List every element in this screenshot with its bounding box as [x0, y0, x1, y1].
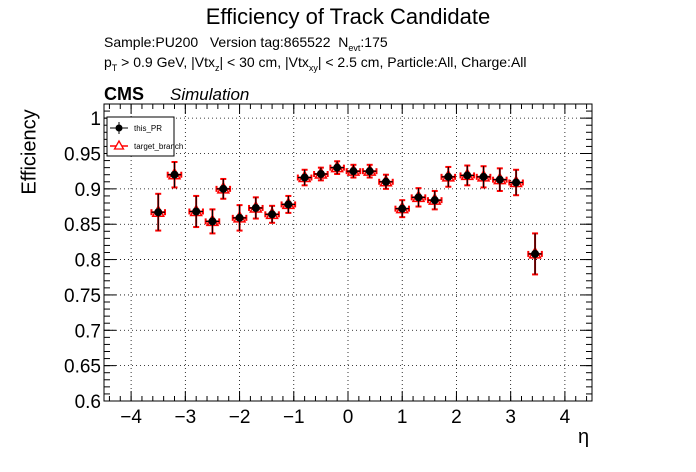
- this_PR-marker: [430, 196, 439, 205]
- this_PR-marker: [300, 173, 309, 182]
- pt-cut-text: > 0.9 GeV, |Vtx: [117, 54, 215, 70]
- this_PR-marker: [235, 213, 244, 222]
- x-tick-label: 1: [397, 407, 408, 428]
- data-points: [150, 160, 543, 276]
- y-tick-label: 0.75: [64, 286, 101, 307]
- this_PR-point: [205, 209, 220, 234]
- this_PR-point: [297, 169, 312, 186]
- this_PR-marker: [349, 167, 358, 176]
- axis-ticks: [104, 104, 592, 402]
- axis-tick-labels: −4 −3 −2 −1 0 1 2 3 4 0.6 0.65 0.7 0.75 0.8 0.85 0.9 0.9…: [64, 109, 571, 428]
- legend-marker: [113, 139, 125, 150]
- this_PR-point: [528, 233, 542, 275]
- this_PR-marker: [512, 178, 521, 187]
- sample-value: PU200: [155, 34, 199, 50]
- y-axis-label: Efficiency: [18, 109, 41, 195]
- legend-marker: [115, 124, 123, 132]
- this_PR-marker: [333, 163, 342, 172]
- this_PR-marker: [219, 184, 228, 193]
- pt-symbol: p: [104, 54, 112, 70]
- this_PR-marker: [284, 200, 293, 209]
- this_PR-marker: [365, 167, 374, 176]
- this_PR-point: [395, 200, 409, 218]
- this_PR-point: [151, 193, 165, 231]
- this_PR-marker: [268, 210, 277, 219]
- legend-label: target_branch: [134, 142, 183, 151]
- this_PR-marker: [414, 193, 423, 202]
- this_PR-point: [330, 161, 344, 175]
- this_PR-point: [441, 166, 456, 187]
- vtxxy-cut-text: | < 2.5 cm, Particle:All, Charge:All: [317, 54, 527, 70]
- this_PR-marker: [463, 171, 472, 180]
- simulation-label: Simulation: [170, 85, 250, 104]
- nevt-subscript: evt: [348, 43, 361, 53]
- x-tick-label: 2: [451, 407, 462, 428]
- this_PR-point: [460, 165, 475, 186]
- x-tick-label: −4: [120, 407, 142, 428]
- y-tick-label: 0.6: [75, 392, 101, 413]
- this_PR-point: [362, 164, 377, 178]
- version-value: 865522: [283, 34, 331, 50]
- this_PR-marker: [444, 172, 453, 181]
- y-tick-label: 0.95: [64, 145, 101, 166]
- this_PR-point: [216, 178, 231, 199]
- this_PR-point: [249, 197, 263, 219]
- x-tick-label: 4: [560, 407, 571, 428]
- y-tick-label: 0.7: [75, 321, 101, 342]
- vtxxy-subscript: xy: [308, 63, 318, 73]
- x-tick-label: 3: [505, 407, 516, 428]
- this_PR-point: [189, 195, 203, 228]
- this_PR-point: [346, 164, 361, 178]
- chart-title: Efficiency of Track Candidate: [205, 4, 491, 29]
- this_PR-point: [281, 195, 296, 213]
- version-label: Version tag:: [209, 34, 284, 50]
- this_PR-point: [509, 169, 523, 196]
- vtxz-subscript: z: [214, 63, 220, 73]
- x-axis-label: η: [578, 426, 590, 448]
- this_PR-marker: [251, 203, 260, 212]
- this_PR-marker: [170, 170, 179, 179]
- this_PR-point: [379, 174, 393, 189]
- y-tick-label: 1: [90, 109, 101, 130]
- x-tick-label: 0: [343, 407, 354, 428]
- x-tick-label: −3: [174, 407, 196, 428]
- this_PR-marker: [398, 204, 407, 213]
- legend-entry-this_PR: this_PR: [110, 122, 162, 134]
- x-tick-label: −1: [283, 407, 305, 428]
- this_PR-point: [411, 188, 426, 207]
- y-tick-label: 0.85: [64, 215, 101, 236]
- this_PR-point: [265, 205, 279, 223]
- sample-info-line: Sample:PU200 Version tag:865522 Nevt:175: [104, 34, 388, 53]
- cuts-info-line: pT > 0.9 GeV, |Vtxz| < 30 cm, |Vtxxy| < …: [104, 54, 527, 73]
- y-tick-label: 0.9: [75, 180, 101, 201]
- this_PR-marker: [208, 217, 217, 226]
- nevt-value: :175: [360, 34, 388, 50]
- y-tick-label: 0.65: [64, 357, 101, 378]
- this_PR-point: [427, 190, 442, 210]
- this_PR-point: [476, 166, 491, 188]
- this_PR-point: [232, 205, 247, 231]
- pt-subscript: T: [111, 63, 118, 73]
- this_PR-point: [314, 167, 328, 181]
- x-tick-label: −2: [229, 407, 251, 428]
- this_PR-marker: [531, 249, 540, 258]
- vtxz-cut-text: | < 30 cm, |Vtx: [219, 54, 309, 70]
- legend-entry-target_branch: target_branch: [110, 139, 183, 151]
- this_PR-point: [493, 168, 507, 191]
- this_PR-marker: [316, 170, 325, 179]
- this_PR-point: [167, 161, 182, 188]
- nevt-prefix: N: [338, 34, 349, 50]
- legend: this_PR target_branch: [106, 116, 183, 157]
- legend-label: this_PR: [134, 124, 162, 133]
- sample-label: Sample:: [104, 34, 156, 50]
- this_PR-marker: [192, 207, 201, 216]
- y-tick-label: 0.8: [75, 251, 101, 272]
- this_PR-marker: [495, 175, 504, 184]
- this_PR-marker: [381, 177, 390, 186]
- cms-label: CMS: [104, 84, 144, 104]
- this_PR-marker: [479, 172, 488, 181]
- this_PR-marker: [154, 208, 163, 217]
